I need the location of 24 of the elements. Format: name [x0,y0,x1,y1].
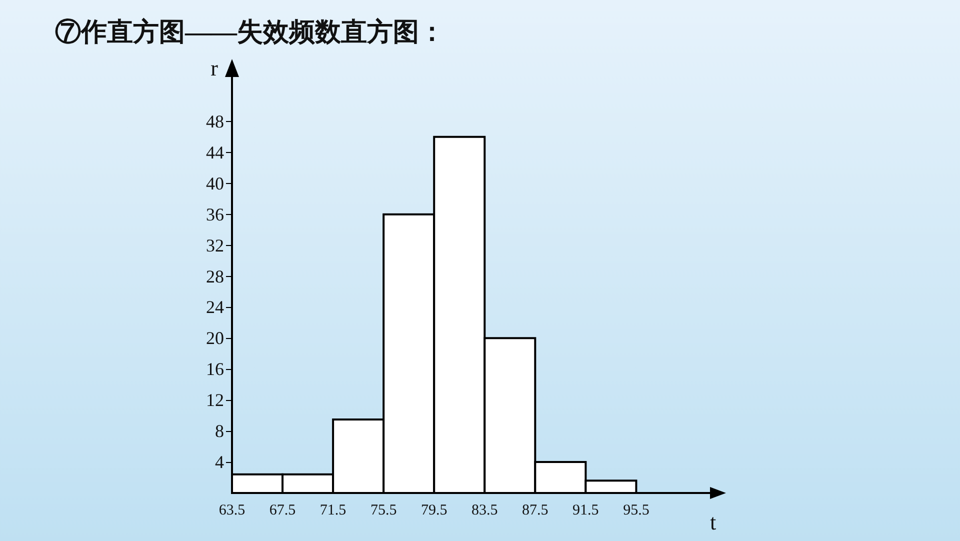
y-tick-label: 20 [206,328,224,348]
y-axis-title: r [210,56,219,80]
y-tick-label: 44 [206,142,224,162]
x-tick-label: 95.5 [623,502,650,518]
x-tick-label: 87.5 [522,502,548,518]
y-tick-label: 36 [206,204,224,224]
y-tick-label: 12 [206,390,224,410]
chart-title: ⑦作直方图——失效频数直方图： [55,18,445,46]
x-tick-label: 91.5 [572,502,599,518]
x-tick-label: 63.5 [218,502,246,518]
x-tick-label: 83.5 [472,502,498,518]
y-tick-label: 8 [215,421,224,442]
y-tick-label: 32 [206,235,224,256]
y-tick-label: 48 [206,111,224,132]
y-tick-label: 16 [206,359,224,380]
y-tick-label: 4 [215,452,224,472]
x-tick-label: 75.5 [370,502,397,518]
x-tick-label: 67.5 [269,502,296,518]
x-tick-label: 79.5 [420,502,448,518]
y-tick-label: 28 [206,266,224,286]
y-tick-label: 40 [206,173,224,194]
y-tick-label: 24 [206,297,224,318]
x-axis-title: t [710,510,716,534]
x-tick-label: 71.5 [320,502,346,518]
